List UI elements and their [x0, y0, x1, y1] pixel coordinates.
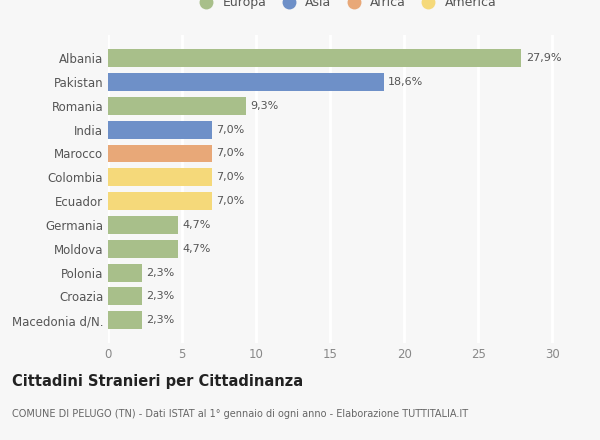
- Text: 2,3%: 2,3%: [146, 291, 175, 301]
- Bar: [108, 240, 178, 258]
- Bar: [108, 312, 142, 329]
- Text: 7,0%: 7,0%: [216, 172, 244, 182]
- Bar: [108, 121, 212, 139]
- Text: Cittadini Stranieri per Cittadinanza: Cittadini Stranieri per Cittadinanza: [12, 374, 303, 389]
- Text: 2,3%: 2,3%: [146, 268, 175, 278]
- Text: 27,9%: 27,9%: [526, 53, 561, 63]
- Text: 7,0%: 7,0%: [216, 125, 244, 135]
- Bar: [108, 287, 142, 305]
- Bar: [108, 216, 178, 234]
- Bar: [108, 264, 142, 282]
- Bar: [108, 49, 521, 67]
- Text: 9,3%: 9,3%: [250, 101, 278, 111]
- Legend: Europa, Asia, Africa, America: Europa, Asia, Africa, America: [190, 0, 500, 13]
- Text: 7,0%: 7,0%: [216, 196, 244, 206]
- Text: 18,6%: 18,6%: [388, 77, 423, 87]
- Bar: [108, 97, 246, 115]
- Bar: [108, 144, 212, 162]
- Bar: [108, 192, 212, 210]
- Bar: [108, 169, 212, 186]
- Text: COMUNE DI PELUGO (TN) - Dati ISTAT al 1° gennaio di ogni anno - Elaborazione TUT: COMUNE DI PELUGO (TN) - Dati ISTAT al 1°…: [12, 409, 468, 419]
- Text: 2,3%: 2,3%: [146, 315, 175, 325]
- Bar: [108, 73, 383, 91]
- Text: 4,7%: 4,7%: [182, 244, 211, 254]
- Text: 7,0%: 7,0%: [216, 148, 244, 158]
- Text: 4,7%: 4,7%: [182, 220, 211, 230]
